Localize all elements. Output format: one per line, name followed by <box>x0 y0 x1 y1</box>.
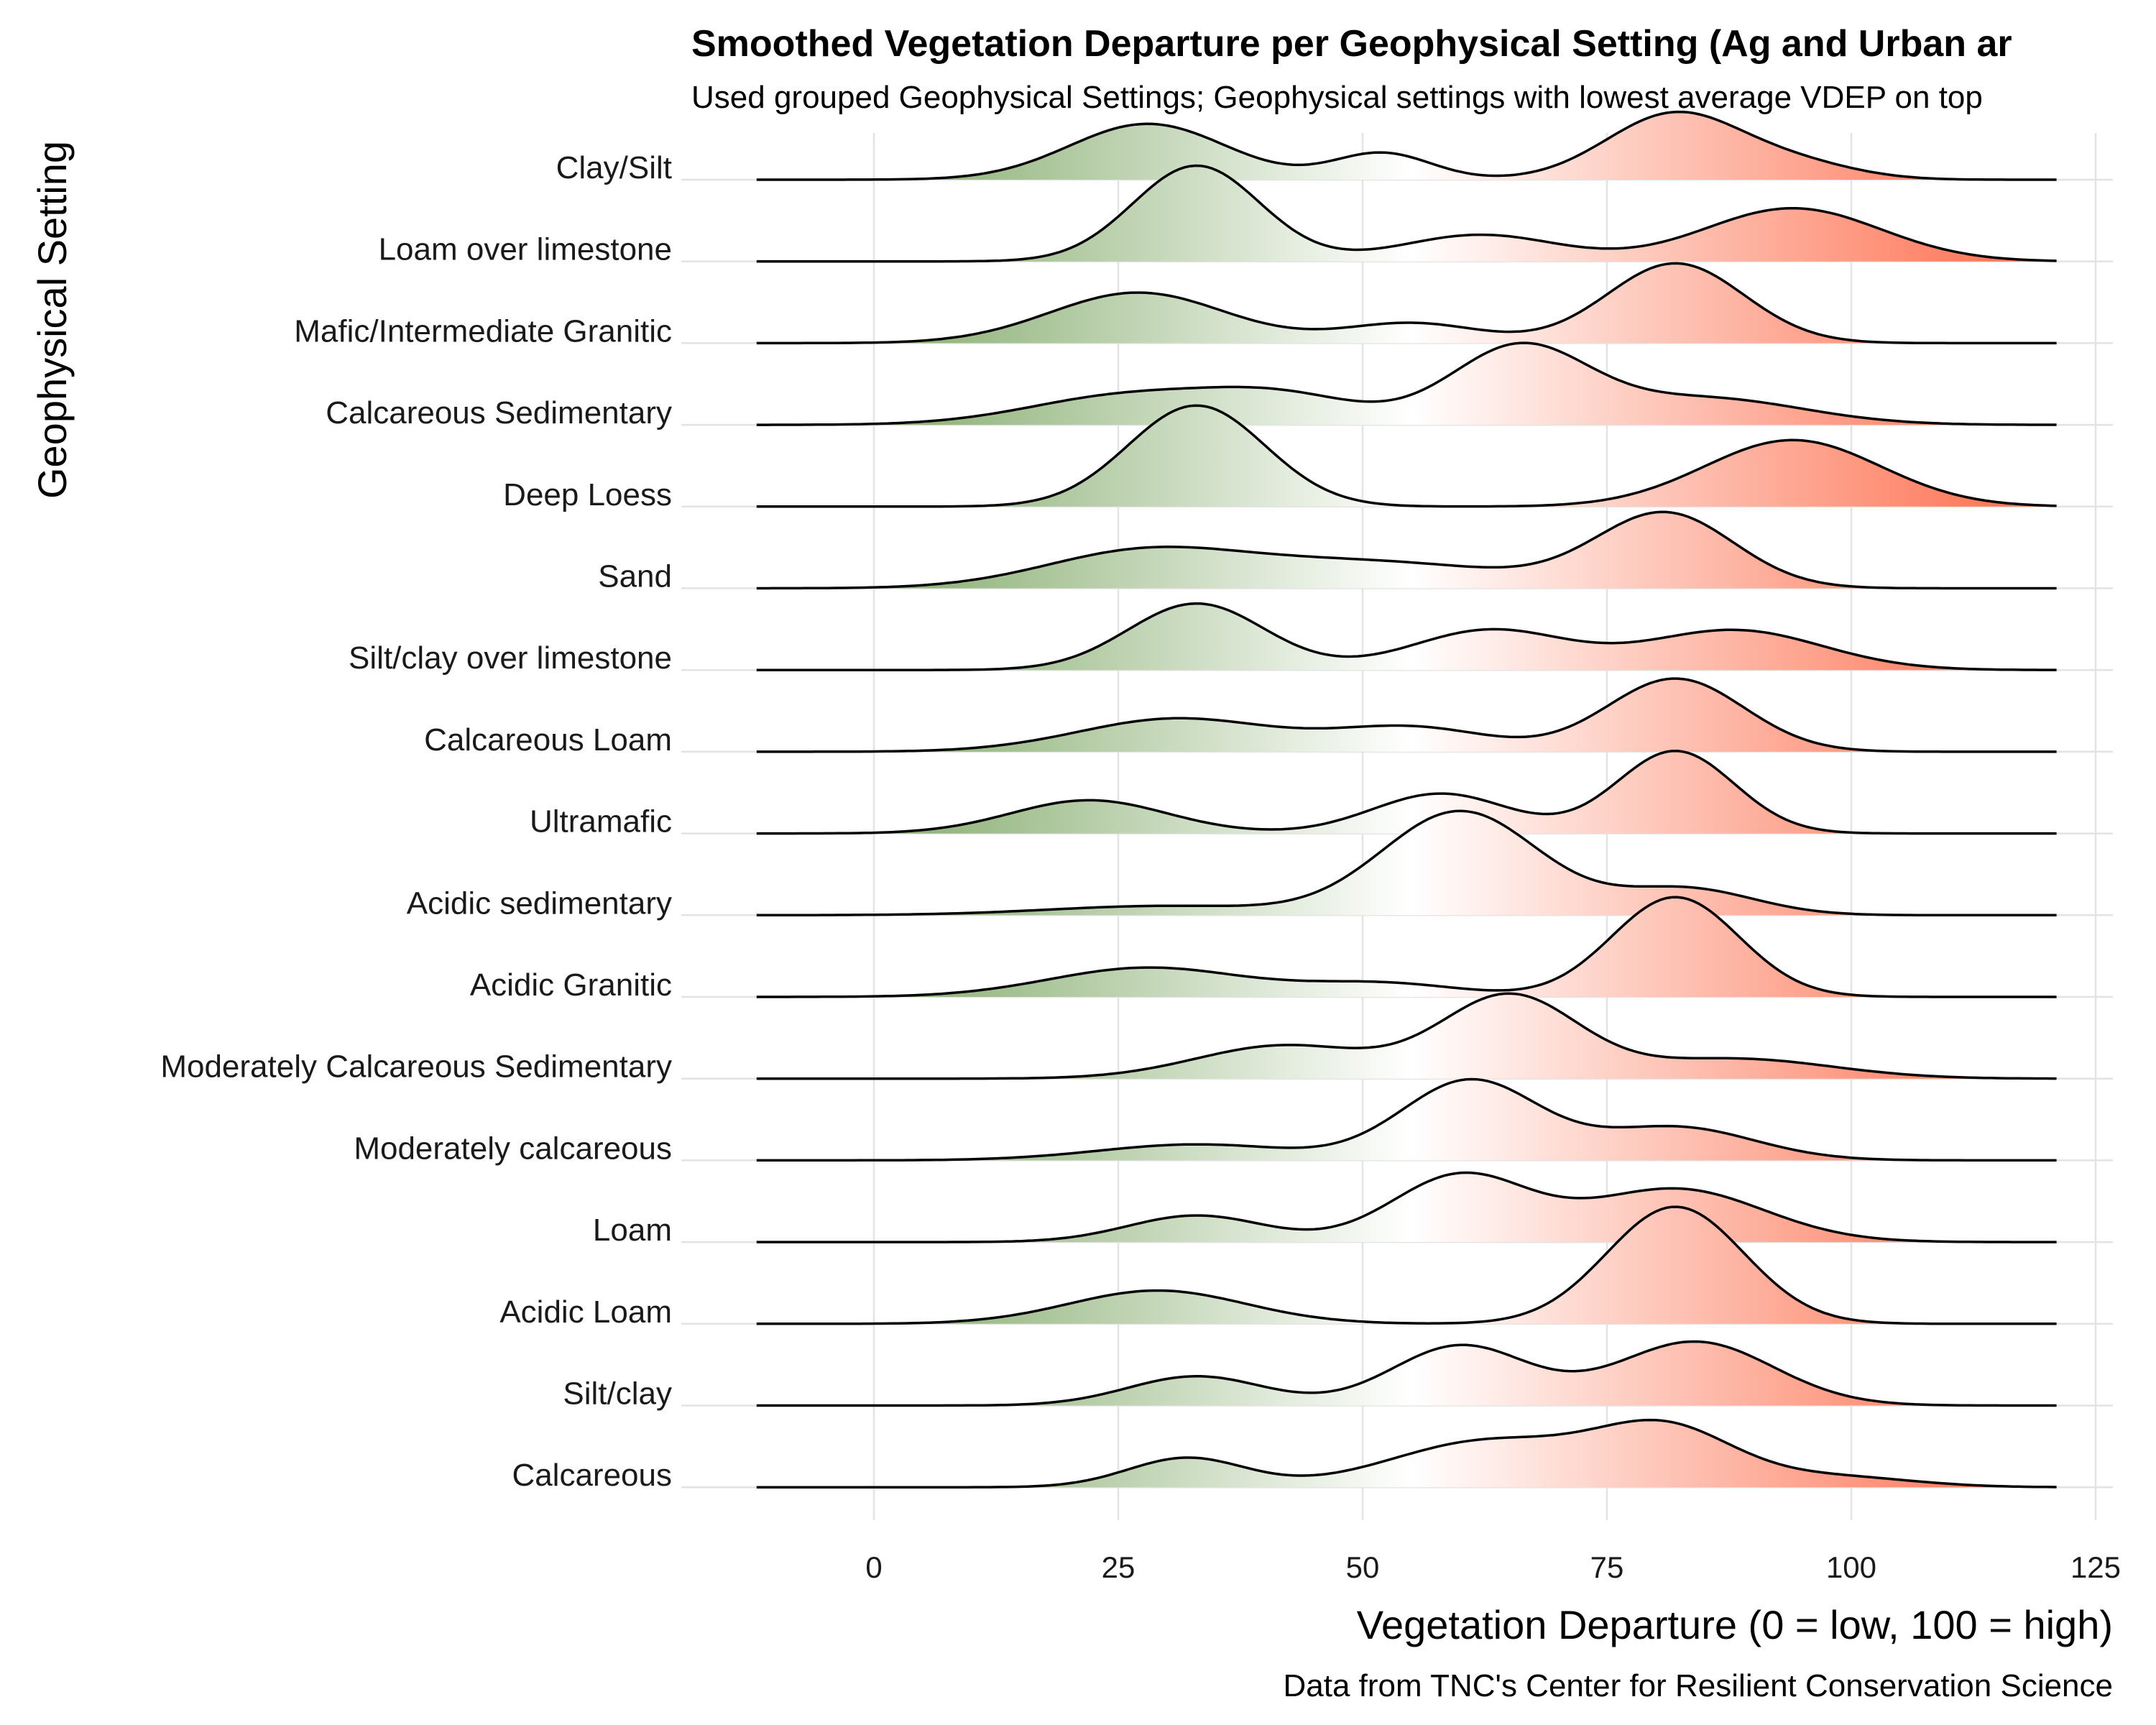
y-tick-label: Calcareous Loam <box>424 722 672 758</box>
y-tick-label: Sand <box>598 559 672 594</box>
ridge-outline <box>756 992 2057 1080</box>
y-tick-label: Deep Loess <box>503 477 672 512</box>
y-tick-label: Calcareous <box>512 1458 672 1493</box>
ridge-calcareous: Calcareous <box>512 1418 2057 1493</box>
ridge-outline <box>756 809 2057 917</box>
ridge-silt-clay-over-limestone: Silt/clay over limestone <box>349 602 2057 676</box>
y-tick-label: Acidic Loam <box>499 1294 672 1330</box>
y-tick-label: Calcareous Sedimentary <box>326 395 672 431</box>
ridge-outline <box>756 1205 2057 1325</box>
x-tick-labels: 0 25 50 75 100 125 <box>865 1550 2121 1584</box>
ridge-acidic-granitic: Acidic Granitic <box>470 896 2057 1003</box>
x-tick-label: 125 <box>2070 1550 2121 1584</box>
ridge-outline <box>756 262 2057 345</box>
ridge-outline <box>756 1340 2057 1407</box>
ridge-acidic-sedimentary: Acidic sedimentary <box>407 809 2057 921</box>
ridge-outline <box>756 110 2057 181</box>
ridge-outline <box>756 1418 2057 1489</box>
ridge-loam-over-limestone: Loam over limestone <box>379 164 2057 267</box>
ridge-deep-loess: Deep Loess <box>503 404 2057 512</box>
chart-title: Smoothed Vegetation Departure per Geophy… <box>691 23 2012 65</box>
ridge-area <box>756 1341 2057 1406</box>
ridge-acidic-loam: Acidic Loam <box>499 1205 2057 1330</box>
ridge-mafic-intermediate-granitic: Mafic/Intermediate Granitic <box>294 262 2057 349</box>
y-tick-label: Loam over limestone <box>379 232 672 267</box>
ridge-sand: Sand <box>598 510 2057 594</box>
ridge-calcareous-sedimentary: Calcareous Sedimentary <box>326 341 2057 431</box>
ridge-area <box>756 512 2057 589</box>
ridge-moderately-calcareous: Moderately calcareous <box>354 1077 2057 1166</box>
ridge-outline <box>756 1077 2057 1162</box>
ridge-area <box>756 678 2057 752</box>
y-tick-label: Ultramafic <box>530 804 672 840</box>
x-tick-label: 75 <box>1590 1550 1624 1584</box>
ridge-outline <box>756 750 2057 835</box>
ridge-area <box>756 1420 2057 1488</box>
ridge-outline <box>756 677 2057 753</box>
ridge-outline <box>756 896 2057 998</box>
ridge-outline <box>756 341 2057 426</box>
x-tick-label: 50 <box>1346 1550 1380 1584</box>
ridge-loam: Loam <box>593 1171 2057 1248</box>
ridge-area <box>756 1172 2057 1243</box>
ridge-outline <box>756 1171 2057 1243</box>
ridges: Clay/Silt Loam over limestone Mafic/Interm… <box>160 110 2057 1493</box>
chart-caption: Data from TNC's Center for Resilient Con… <box>1284 1668 2113 1703</box>
ridge-area <box>756 603 2057 671</box>
ridge-silt-clay: Silt/clay <box>563 1340 2057 1412</box>
y-tick-label: Mafic/Intermediate Granitic <box>294 313 672 349</box>
x-tick-label: 25 <box>1102 1550 1135 1584</box>
ridge-moderately-calcareous-sedimentary: Moderately Calcareous Sedimentary <box>160 992 2057 1085</box>
x-tick-label: 100 <box>1826 1550 1876 1584</box>
y-axis-title: Geophysical Setting <box>29 141 75 499</box>
ridge-outline <box>756 510 2057 590</box>
x-axis-title: Vegetation Departure (0 = low, 100 = hig… <box>1357 1602 2113 1647</box>
x-tick-label: 0 <box>865 1550 882 1584</box>
chart-subtitle: Used grouped Geophysical Settings; Geoph… <box>691 80 1983 115</box>
ridge-area <box>756 111 2057 180</box>
y-tick-label: Silt/clay over limestone <box>349 640 672 676</box>
ridge-area <box>756 750 2057 834</box>
ridge-outline <box>756 602 2057 671</box>
ridge-area <box>756 1079 2057 1161</box>
ridge-calcareous-loam: Calcareous Loam <box>424 677 2057 758</box>
y-tick-label: Silt/clay <box>563 1376 672 1412</box>
y-tick-label: Clay/Silt <box>556 150 672 185</box>
ridge-outline <box>756 164 2057 263</box>
y-tick-label: Loam <box>593 1213 672 1248</box>
y-tick-label: Acidic sedimentary <box>407 886 672 921</box>
ridge-area <box>756 811 2057 916</box>
ridge-ultramafic: Ultramafic <box>530 750 2057 840</box>
ridge-area <box>756 165 2057 262</box>
ridge-clay-silt: Clay/Silt <box>556 110 2057 185</box>
y-tick-label: Acidic Granitic <box>470 967 672 1003</box>
ridge-area <box>756 1207 2057 1324</box>
ridge-outline <box>756 404 2057 508</box>
ridge-area <box>756 405 2057 507</box>
ridge-area <box>756 993 2057 1079</box>
ridge-area <box>756 263 2057 344</box>
y-tick-label: Moderately Calcareous Sedimentary <box>160 1049 672 1085</box>
ridge-area <box>756 897 2057 997</box>
y-tick-label: Moderately calcareous <box>354 1131 672 1166</box>
ridge-area <box>756 343 2057 426</box>
